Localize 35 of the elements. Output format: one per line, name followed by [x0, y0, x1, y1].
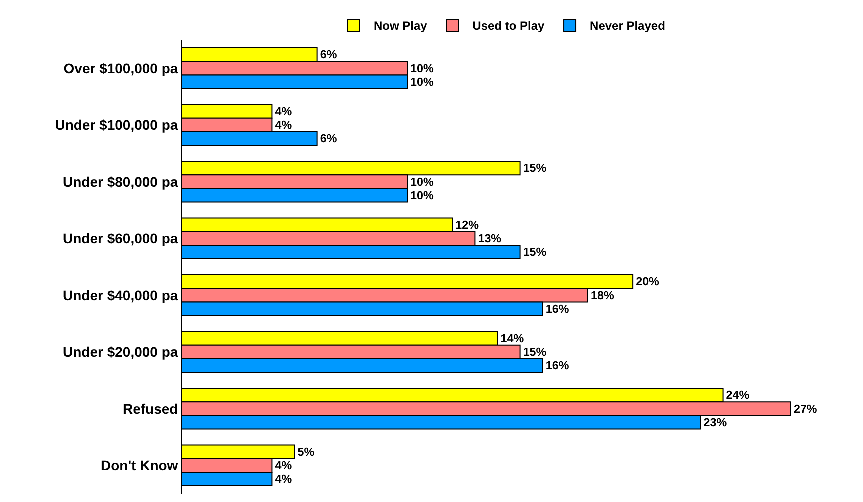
- data-label: 13%: [478, 232, 502, 246]
- data-label: 16%: [546, 302, 570, 316]
- data-label: 15%: [523, 246, 548, 260]
- data-label: 10%: [410, 62, 435, 76]
- data-label: 15%: [523, 346, 548, 360]
- data-label: 23%: [704, 416, 728, 430]
- data-label: 14%: [500, 332, 525, 346]
- data-label: 10%: [410, 76, 435, 89]
- legend-label: Never Played: [590, 19, 666, 34]
- data-label: 12%: [456, 218, 480, 232]
- y-tick-label: Under $60,000 pa: [63, 230, 178, 247]
- data-label: 20%: [636, 276, 660, 289]
- data-label: 18%: [590, 289, 615, 302]
- data-label: 4%: [275, 460, 293, 473]
- legend-label: Used to Play: [472, 19, 546, 34]
- legend-label: Now Play: [374, 19, 428, 34]
- y-tick-label: Refused: [122, 400, 178, 417]
- y-tick-label: Under $20,000 pa: [63, 344, 178, 360]
- data-label: 16%: [546, 360, 570, 373]
- y-tick-label: Under $40,000 pa: [63, 287, 178, 304]
- data-label: 10%: [410, 189, 435, 202]
- data-label: 6%: [320, 132, 338, 146]
- data-label: 27%: [794, 402, 818, 416]
- data-label: 15%: [523, 162, 548, 176]
- y-tick-label: Don't Know: [100, 458, 178, 474]
- data-label: 4%: [275, 473, 293, 486]
- data-label: 5%: [298, 446, 316, 459]
- data-label: 6%: [320, 48, 338, 62]
- data-label: 10%: [410, 176, 435, 189]
- data-label: 4%: [275, 119, 293, 132]
- data-label: 4%: [275, 105, 293, 118]
- y-tick-label: Under $100,000 pa: [55, 117, 178, 134]
- data-label: 24%: [726, 389, 750, 402]
- y-tick-label: Over $100,000 pa: [64, 60, 178, 76]
- y-tick-label: Under $80,000 pa: [63, 174, 178, 190]
